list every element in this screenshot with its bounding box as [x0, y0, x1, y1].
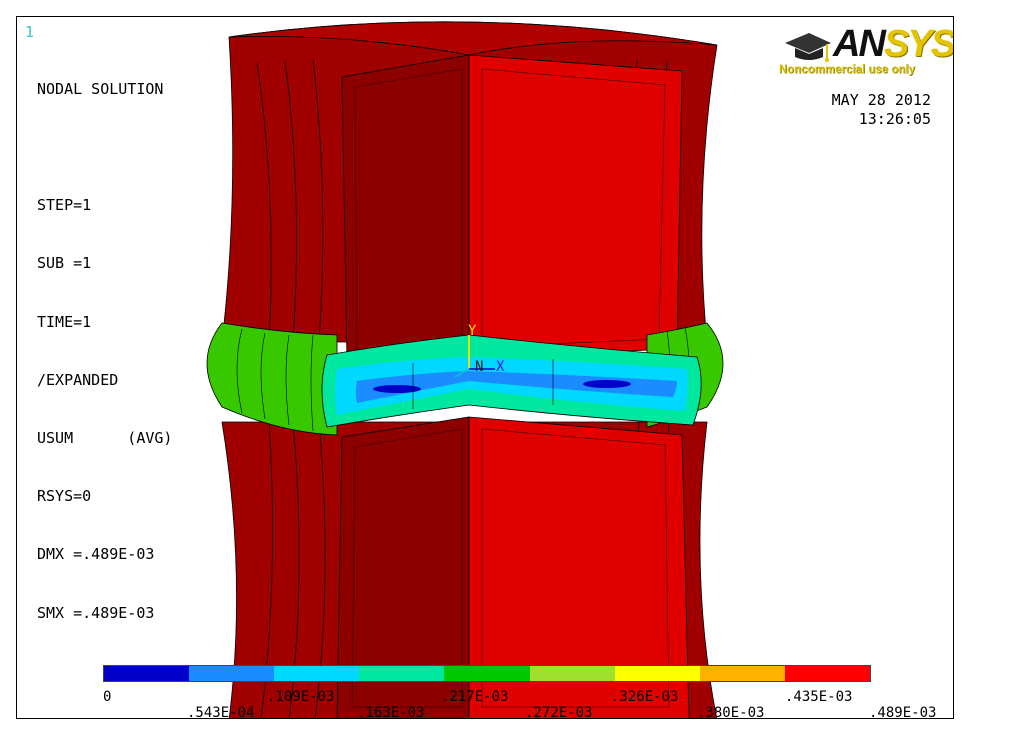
- lower-cylinder: [221, 416, 718, 718]
- contour-legend-bar: [103, 665, 871, 682]
- coordinate-triad: [454, 335, 495, 378]
- info-line: USUM (AVG): [37, 429, 173, 448]
- legend-color-swatch: [784, 666, 870, 681]
- info-line: DMX =.489E-03: [37, 545, 155, 564]
- graduation-cap-icon: [785, 33, 831, 62]
- legend-label-top: .217E-03: [441, 689, 509, 705]
- legend-color-swatch: [189, 666, 275, 681]
- legend-label-top: .109E-03: [267, 689, 335, 705]
- info-line: NODAL SOLUTION: [37, 79, 164, 98]
- ring-band: [206, 322, 724, 436]
- legend-label-top: .326E-03: [611, 689, 679, 705]
- legend-color-swatch: [274, 666, 360, 681]
- date-label: MAY 28 2012: [831, 91, 931, 109]
- legend-color-swatch: [529, 666, 615, 681]
- legend-label-bottom: .380E-03: [697, 705, 765, 719]
- legend-label-bottom: .543E-04: [187, 705, 255, 719]
- legend-color-swatch: [614, 666, 700, 681]
- legend-label-bottom: .163E-03: [357, 705, 425, 719]
- info-line: [37, 138, 172, 157]
- info-line: SMX =.489E-03: [37, 603, 155, 622]
- logo-wordmark: ANSYS: [833, 23, 954, 65]
- window-number: 1: [25, 23, 35, 41]
- graphics-viewport[interactable]: 1 NODAL SOLUTION STEP=1 SUB =1 TIME=1 /E…: [16, 16, 954, 719]
- legend-color-swatch: [699, 666, 785, 681]
- legend-label-bottom: .272E-03: [525, 705, 593, 719]
- legend-color-swatch: [444, 666, 530, 681]
- legend-label-top: .435E-03: [785, 689, 853, 705]
- legend-color-swatch: [104, 666, 190, 681]
- info-line: STEP=1: [37, 196, 92, 215]
- ansys-logo: ANSYS Noncommercial use only: [779, 23, 954, 79]
- upper-cylinder: [221, 21, 718, 363]
- solution-info: NODAL SOLUTION STEP=1 SUB =1 TIME=1 /EXP…: [37, 41, 172, 662]
- time-label: 13:26:05: [858, 110, 931, 128]
- info-line: /EXPANDED: [37, 370, 119, 389]
- logo-subtitle: Noncommercial use only: [779, 64, 916, 76]
- triad-n-label: N: [475, 359, 484, 375]
- legend-label-bottom: .489E-03: [869, 705, 937, 719]
- timestamp: MAY 28 2012 13:26:05: [832, 91, 931, 129]
- legend-color-swatch: [359, 666, 445, 681]
- model-render: [206, 21, 724, 718]
- info-line: TIME=1: [37, 312, 92, 331]
- triad-x-label: X: [496, 359, 505, 375]
- info-line: RSYS=0: [37, 487, 92, 506]
- info-line: SUB =1: [37, 254, 92, 273]
- legend-label-top: 0: [103, 689, 112, 705]
- triad-y-label: Y: [468, 323, 477, 339]
